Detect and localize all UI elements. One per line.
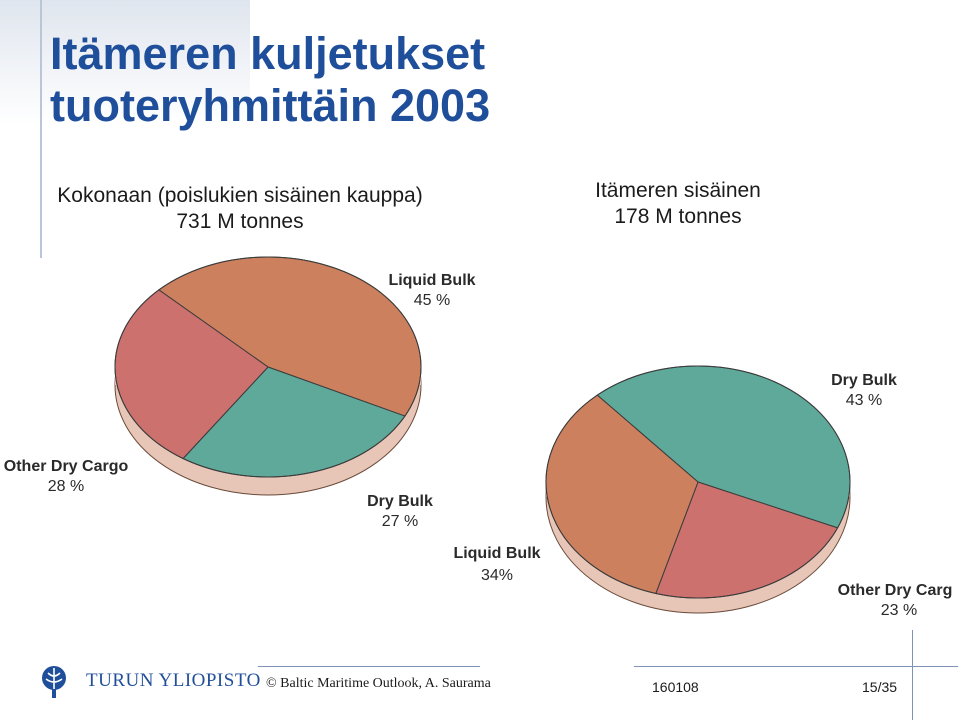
left-label-other-dry-cargo: Other Dry Cargo [4,458,129,475]
left-label-liquid-bulk: Liquid Bulk [388,272,475,289]
right-label-liquid-bulk: Liquid Bulk [453,545,540,562]
right-label-dry-bulk: Dry Bulk [831,372,897,389]
right-value-dry-bulk: 43 % [846,392,882,409]
left-pie-rim [114,256,422,478]
right-pie-rim [545,365,851,599]
footer-vertical-rule [912,630,913,720]
university-logo-icon [42,666,66,698]
left-chart-title-line-2: 731 M tonnes [176,210,304,233]
right-chart-title: Itämeren sisäinen 178 M tonnes [560,178,796,230]
left-chart-title-line-1: Kokonaan (poislukien sisäinen kauppa) [57,184,423,207]
left-value-dry-bulk: 27 % [382,513,418,530]
right-value-other-dry-cargo: 23 % [881,602,917,619]
left-label-dry-bulk: Dry Bulk [367,493,433,510]
slide-title-line-1: Itämeren kuljetukset [50,28,486,79]
left-pie-chart [114,256,422,496]
left-value-other-dry-cargo: 28 % [48,478,84,495]
copyright-text: © Baltic Maritime Outlook, A. Saurama [266,676,491,691]
right-chart-title-line-2: 178 M tonnes [614,205,742,228]
left-vertical-rule [40,0,42,258]
document-code: 160108 [652,679,699,695]
university-name: TURUN YLIOPISTO [86,670,261,691]
footer-rule-right [634,666,958,667]
slide-title-line-2: tuoteryhmittäin 2003 [50,80,491,131]
right-pie-chart [545,365,851,614]
slide-title: Itämeren kuljetukset tuoteryhmittäin 200… [50,28,490,132]
right-value-liquid-bulk: 34% [481,567,513,584]
left-value-liquid-bulk: 45 % [414,292,450,309]
footer-rule-left [258,666,480,667]
right-chart-title-line-1: Itämeren sisäinen [595,179,761,202]
page-number: 15/35 [862,679,898,695]
right-label-other-dry-cargo: Other Dry Carg [838,582,953,599]
left-chart-title: Kokonaan (poislukien sisäinen kauppa) 73… [50,183,430,235]
